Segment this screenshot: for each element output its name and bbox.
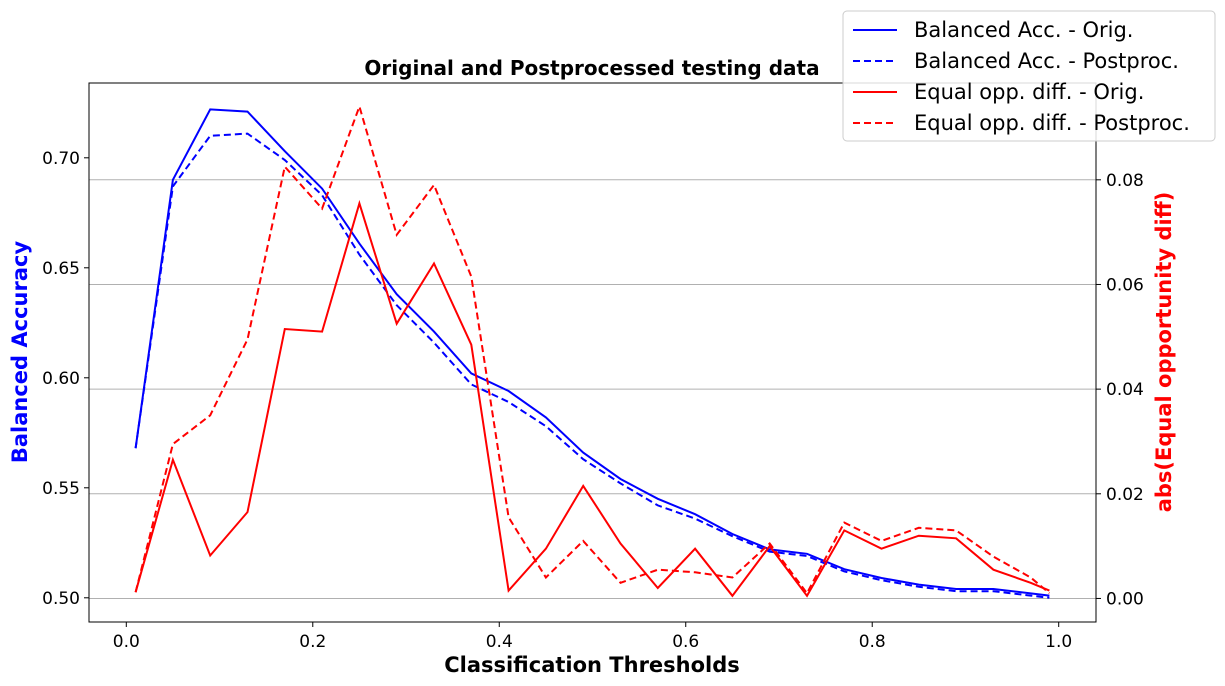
series-layer: [134, 103, 1051, 599]
right-tick-label: 0.00: [1106, 589, 1144, 609]
x-axis-ticks: 0.0 0.2 0.4 0.6 0.8 1.0: [113, 622, 1072, 652]
right-tick-label: 0.06: [1106, 275, 1144, 295]
x-tick-label: 0.2: [299, 632, 326, 652]
right-tick-label: 0.02: [1106, 485, 1144, 505]
legend-label-balanced-acc-postproc: Balanced Acc. - Postproc.: [914, 49, 1179, 73]
x-tick-label: 1.0: [1045, 632, 1072, 652]
plot-frame: [88, 82, 1097, 623]
x-axis-label: Classification Thresholds: [444, 653, 740, 677]
legend: Balanced Acc. - Orig. Balanced Acc. - Pos…: [842, 10, 1216, 142]
series-line-balanced-acc-postproc: [134, 132, 1050, 599]
right-axis-ticks: 0.00 0.02 0.04 0.06 0.08: [1096, 171, 1144, 609]
right-tick-label: 0.08: [1106, 171, 1144, 191]
legend-label-balanced-acc-orig: Balanced Acc. - Orig.: [914, 18, 1133, 42]
left-tick-label: 0.70: [42, 149, 80, 169]
series-line-equal-opp-diff-postproc: [134, 103, 1051, 596]
x-tick-label: 0.6: [672, 632, 699, 652]
grid-lines: [89, 179, 1096, 599]
left-tick-label: 0.60: [42, 369, 80, 389]
x-tick-label: 0.4: [486, 632, 513, 652]
left-axis-label: Balanced Accuracy: [8, 241, 32, 464]
legend-label-equal-opp-diff-postproc: Equal opp. diff. - Postproc.: [914, 111, 1190, 135]
legend-box: [842, 10, 1216, 142]
series-line-equal-opp-diff-orig: [134, 199, 1050, 598]
left-tick-label: 0.65: [42, 259, 80, 279]
series-line-balanced-acc-orig: [134, 108, 1050, 597]
chart-title: Original and Postprocessed testing data: [364, 56, 819, 80]
x-tick-label: 0.8: [859, 632, 886, 652]
legend-items: Balanced Acc. - Orig. Balanced Acc. - Pos…: [853, 18, 1190, 135]
right-axis-label: abs(Equal opportunity diff): [1152, 192, 1176, 513]
x-tick-label: 0.0: [113, 632, 140, 652]
left-axis-ticks: 0.50 0.55 0.60 0.65 0.70: [42, 149, 89, 609]
right-tick-label: 0.04: [1106, 380, 1144, 400]
left-tick-label: 0.50: [42, 589, 80, 609]
left-tick-label: 0.55: [42, 479, 80, 499]
legend-label-equal-opp-diff-orig: Equal opp. diff. - Orig.: [914, 80, 1144, 104]
